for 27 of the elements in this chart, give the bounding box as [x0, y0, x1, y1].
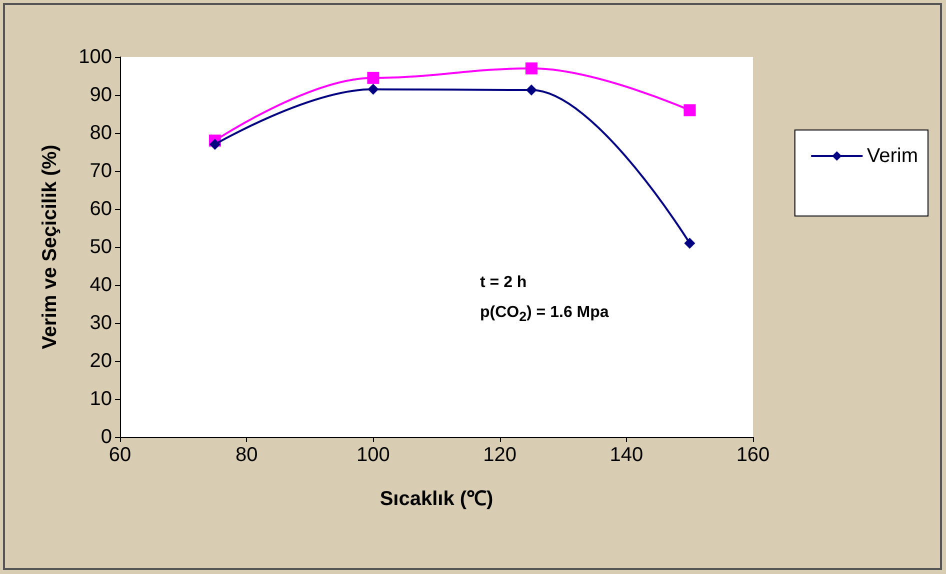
point — [368, 84, 379, 95]
annotation: t = 2 h — [480, 274, 527, 292]
y-tick-label: 30 — [90, 312, 112, 334]
point — [684, 104, 696, 116]
y-tick-label: 80 — [90, 122, 112, 144]
y-tick-label: 10 — [90, 388, 112, 410]
x-tick-label: 140 — [610, 444, 644, 466]
y-tick-label: 60 — [90, 198, 112, 220]
point — [367, 72, 380, 84]
annotation: p(CO$_{2}$) = 1.6 Mpa — [480, 304, 609, 324]
x-tick-label: 120 — [483, 444, 516, 466]
y-tick-label: 50 — [90, 236, 112, 258]
x-tick-label: 100 — [356, 444, 390, 466]
legend-label: Verim — [866, 145, 918, 167]
x-tick-label: 80 — [235, 444, 258, 466]
y-tick-label: 90 — [90, 84, 112, 106]
point — [209, 138, 220, 150]
y-tick-label: 100 — [78, 46, 112, 68]
y-axis-title: Verim ve Seçicilik (%) — [39, 144, 61, 350]
y-tick-label: 70 — [90, 160, 112, 182]
point — [525, 62, 538, 74]
point — [526, 84, 537, 96]
point — [684, 238, 696, 249]
x-tick-label: 160 — [736, 444, 770, 466]
y-tick-label: 40 — [90, 274, 112, 296]
x-axis-title: Sıcaklık (℃) — [380, 488, 494, 510]
y-tick-label: 20 — [90, 350, 112, 372]
